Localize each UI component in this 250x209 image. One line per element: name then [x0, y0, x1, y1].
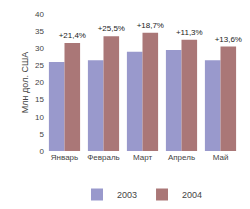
svg-text:2004: 2004	[182, 190, 202, 200]
svg-text:10: 10	[35, 113, 44, 122]
svg-text:40: 40	[35, 10, 44, 19]
svg-text:35: 35	[35, 27, 44, 36]
svg-text:20: 20	[35, 78, 44, 87]
svg-text:+25,5%: +25,5%	[98, 24, 125, 33]
svg-text:+18,7%: +18,7%	[137, 21, 164, 30]
svg-text:Млн дол. США: Млн дол. США	[20, 52, 30, 113]
svg-text:5: 5	[40, 130, 45, 139]
svg-text:Март: Март	[133, 153, 152, 162]
svg-text:+21,4%: +21,4%	[59, 31, 86, 40]
svg-text:15: 15	[35, 95, 44, 104]
svg-text:+11,3%: +11,3%	[176, 28, 203, 37]
svg-text:Февраль: Февраль	[87, 153, 120, 162]
svg-text:2003: 2003	[117, 190, 137, 200]
svg-text:Апрель: Апрель	[168, 153, 195, 162]
svg-text:+13,6%: +13,6%	[215, 35, 242, 44]
svg-text:Январь: Январь	[51, 153, 78, 162]
svg-text:25: 25	[35, 61, 44, 70]
svg-text:Май: Май	[213, 153, 229, 162]
svg-text:30: 30	[35, 44, 44, 53]
svg-text:0: 0	[40, 147, 45, 156]
